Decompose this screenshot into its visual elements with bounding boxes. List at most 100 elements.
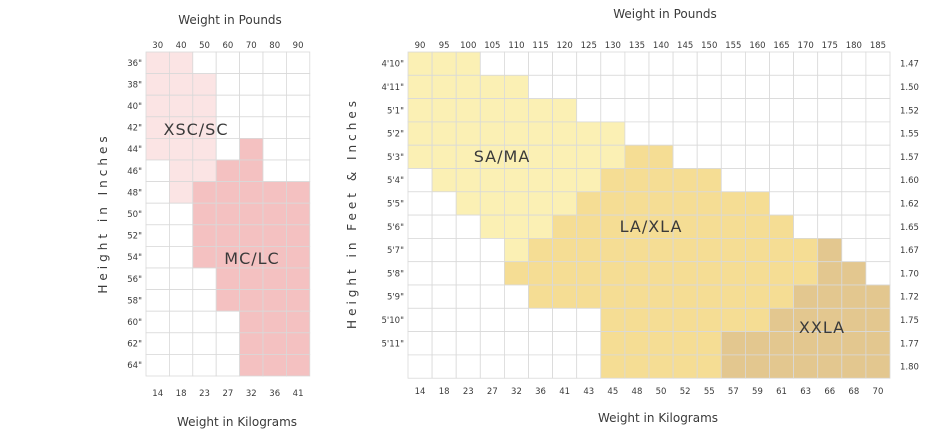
x-top-tick-label: 40 bbox=[176, 41, 187, 51]
grid-cell bbox=[285, 245, 311, 269]
y-tick-label: 62" bbox=[127, 340, 142, 350]
grid-cell bbox=[503, 168, 529, 193]
grid-cell bbox=[168, 332, 194, 355]
grid-cell bbox=[145, 181, 170, 204]
grid-cell bbox=[455, 98, 481, 123]
x-bottom-tick-label: 45 bbox=[607, 387, 618, 397]
grid-cell bbox=[528, 144, 554, 169]
chart1-xlabel-top: Weight in Pounds bbox=[178, 13, 282, 27]
grid-cell bbox=[455, 284, 481, 309]
grid-cell bbox=[145, 245, 170, 269]
y-tick-label: 4'11" bbox=[382, 83, 405, 93]
grid-cell bbox=[745, 331, 770, 356]
grid-cell bbox=[552, 284, 578, 309]
grid-cell bbox=[672, 237, 698, 263]
grid-cell bbox=[528, 284, 554, 309]
grid-cell bbox=[215, 332, 240, 355]
grid-cell bbox=[503, 191, 529, 216]
grid-cell bbox=[262, 159, 287, 183]
grid-cell bbox=[192, 224, 217, 247]
y-tick-label: 56" bbox=[127, 275, 142, 285]
grid-cell bbox=[576, 121, 602, 146]
y-tick-label: 38" bbox=[127, 80, 142, 90]
y-tick-label: 5'8" bbox=[387, 269, 404, 279]
x-top-tick-label: 170 bbox=[798, 41, 814, 51]
grid-cell bbox=[648, 284, 674, 309]
grid-cell bbox=[262, 353, 287, 377]
grid-cell bbox=[576, 144, 602, 169]
grid-cell bbox=[407, 237, 433, 263]
grid-cell bbox=[624, 121, 650, 146]
grid-cell bbox=[817, 261, 843, 286]
grid-cell bbox=[624, 74, 650, 100]
y-tick-label: 5'3" bbox=[387, 153, 404, 163]
grid-cell bbox=[192, 73, 217, 96]
y-tick-label: 5'10" bbox=[382, 316, 405, 326]
grid-cell bbox=[720, 51, 746, 76]
grid-cell bbox=[769, 214, 795, 239]
grid-cell bbox=[215, 181, 240, 204]
grid-cell bbox=[576, 354, 602, 379]
y-right-tick-label: 1.80 bbox=[900, 363, 919, 373]
grid-cell bbox=[720, 331, 746, 356]
grid-cell bbox=[215, 73, 240, 96]
x-bottom-tick-label: 50 bbox=[656, 387, 667, 397]
grid-cell bbox=[624, 237, 650, 263]
grid-cell bbox=[168, 94, 194, 118]
grid-cell bbox=[865, 191, 891, 216]
x-top-tick-label: 100 bbox=[460, 41, 476, 51]
grid-cell bbox=[793, 237, 819, 263]
grid-cell bbox=[407, 331, 433, 356]
grid-cell bbox=[168, 181, 194, 204]
grid-cell bbox=[696, 168, 722, 193]
grid-cell bbox=[262, 332, 287, 355]
grid-cell bbox=[793, 121, 819, 146]
grid-cell bbox=[624, 331, 650, 356]
x-top-tick-label: 95 bbox=[439, 41, 450, 51]
grid-cell bbox=[239, 73, 264, 96]
grid-cell bbox=[648, 331, 674, 356]
grid-cell bbox=[407, 261, 433, 286]
grid-cell bbox=[600, 98, 626, 123]
grid-cell bbox=[285, 224, 311, 247]
grid-cell bbox=[285, 73, 311, 96]
grid-cell bbox=[285, 181, 311, 204]
grid-cell bbox=[576, 168, 602, 193]
y-tick-label: 48" bbox=[127, 188, 142, 198]
grid-cell bbox=[817, 74, 843, 100]
grid-cell bbox=[215, 267, 240, 291]
y-right-tick-label: 1.47 bbox=[900, 60, 919, 70]
chart1-x-bottom-ticks: 14 18 23 27 32 36 41 bbox=[152, 389, 303, 399]
grid-cell bbox=[600, 261, 626, 286]
grid-cell bbox=[431, 331, 457, 356]
grid-cell bbox=[285, 310, 311, 334]
grid-cell bbox=[407, 51, 433, 76]
grid-cell bbox=[168, 310, 194, 334]
grid-cell bbox=[407, 121, 433, 146]
grid-cell bbox=[817, 168, 843, 193]
grid-cell bbox=[769, 284, 795, 309]
grid-cell bbox=[648, 168, 674, 193]
grid-cell bbox=[239, 181, 264, 204]
grid-cell bbox=[793, 261, 819, 286]
chart2-ylabel: Height in Feet & Inches bbox=[345, 97, 359, 329]
grid-cell bbox=[479, 237, 505, 263]
grid-cell bbox=[455, 121, 481, 146]
grid-cell bbox=[455, 261, 481, 286]
grid-cell bbox=[145, 289, 170, 312]
grid-cell bbox=[479, 284, 505, 309]
y-tick-label: 5'9" bbox=[387, 293, 404, 303]
grid-cell bbox=[648, 191, 674, 216]
grid-cell bbox=[600, 331, 626, 356]
grid-cell bbox=[239, 332, 264, 355]
grid-cell bbox=[696, 74, 722, 100]
grid-cell bbox=[479, 307, 505, 332]
chart1-cells bbox=[145, 51, 311, 377]
grid-cell bbox=[793, 74, 819, 100]
grid-cell bbox=[745, 261, 770, 286]
grid-cell bbox=[479, 261, 505, 286]
grid-cell bbox=[479, 331, 505, 356]
grid-cell bbox=[168, 159, 194, 183]
grid-cell bbox=[455, 51, 481, 76]
grid-cell bbox=[793, 51, 819, 76]
